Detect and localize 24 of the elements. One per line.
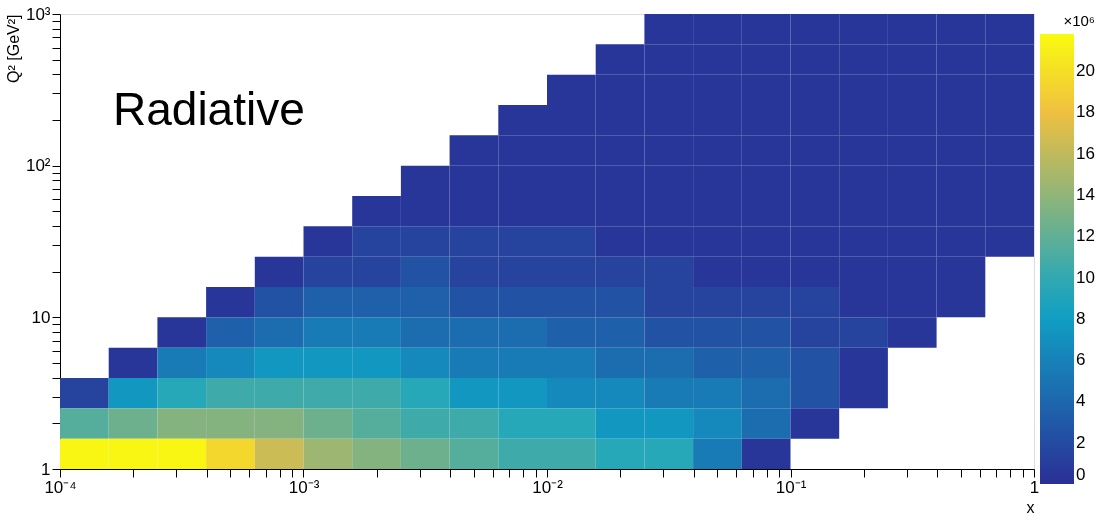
y-tick-label: 1	[41, 459, 51, 479]
color-bar-label: 0	[1076, 465, 1086, 484]
x-tick-label: 10⁻¹	[775, 477, 807, 497]
x-tick-label: 10⁻⁴	[44, 477, 77, 497]
x-axis-title: x	[1026, 498, 1035, 516]
annotation: Radiative	[113, 83, 305, 135]
color-bar-label: 4	[1076, 391, 1086, 411]
x-tick-label: 10⁻³	[288, 477, 320, 497]
color-bar-label: 10	[1076, 267, 1095, 287]
color-bar-label: 14	[1076, 185, 1095, 205]
y-tick-label: 10	[31, 307, 51, 327]
y-tick-label: 10³	[25, 4, 51, 24]
color-bar-label: 16	[1076, 143, 1095, 163]
color-bar-label: 20	[1076, 61, 1095, 81]
color-bar-label: 18	[1076, 102, 1095, 122]
x-tick-label: 10⁻²	[532, 477, 564, 497]
color-bar-label: 8	[1076, 308, 1086, 328]
color-bar-label: 2	[1076, 432, 1086, 452]
y-axis-title: Q² [GeV²]	[4, 14, 22, 83]
color-bar-label: 12	[1076, 226, 1095, 246]
y-tick-label: 10²	[25, 156, 51, 176]
color-bar-label: 6	[1076, 350, 1086, 370]
x-tick-label: 1	[1029, 477, 1040, 497]
color-bar-title: ×10⁶	[1063, 12, 1095, 29]
